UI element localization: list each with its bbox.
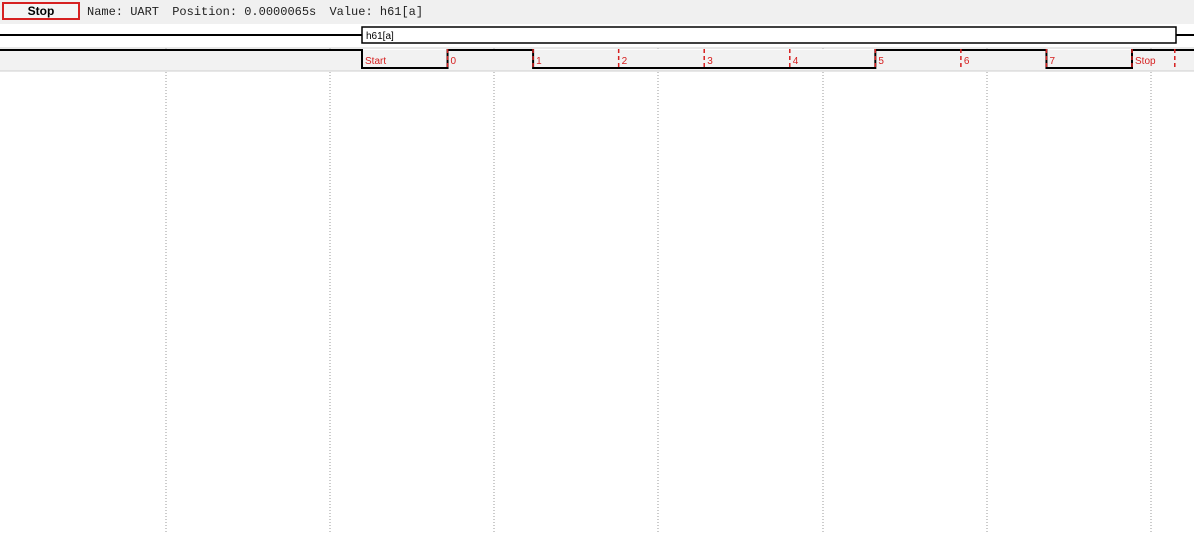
bits-row-band <box>0 50 1194 71</box>
bus-value-label: h61[a] <box>366 31 394 42</box>
bit-label: 4 <box>793 56 799 67</box>
signal-value: Value: h61[a] <box>329 5 424 19</box>
bit-label: Start <box>365 56 386 67</box>
bit-label: Stop <box>1135 56 1156 67</box>
stop-button[interactable]: Stop <box>2 2 80 20</box>
bit-label: 5 <box>878 56 884 67</box>
signal-info: Name: UART Position: 0.0000065s Value: h… <box>87 5 429 19</box>
bit-label: 6 <box>964 56 970 67</box>
bit-label: 0 <box>451 56 457 67</box>
bits-row: Start 0 1 2 3 4 5 6 7 Stop <box>0 47 1194 72</box>
bus-row: h61[a] <box>0 26 1194 44</box>
signal-name: Name: UART <box>87 5 160 19</box>
toolbar: Stop Name: UART Position: 0.0000065s Val… <box>0 0 1194 24</box>
bit-label: 3 <box>707 56 713 67</box>
time-grid <box>165 48 1152 534</box>
bit-label: 2 <box>622 56 628 67</box>
bit-label: 1 <box>536 56 542 67</box>
bus-value-box <box>361 26 1177 44</box>
uart-bit-waveform <box>0 49 1194 69</box>
bit-label: 7 <box>1049 56 1055 67</box>
cursor-position: Position: 0.0000065s <box>172 5 317 19</box>
